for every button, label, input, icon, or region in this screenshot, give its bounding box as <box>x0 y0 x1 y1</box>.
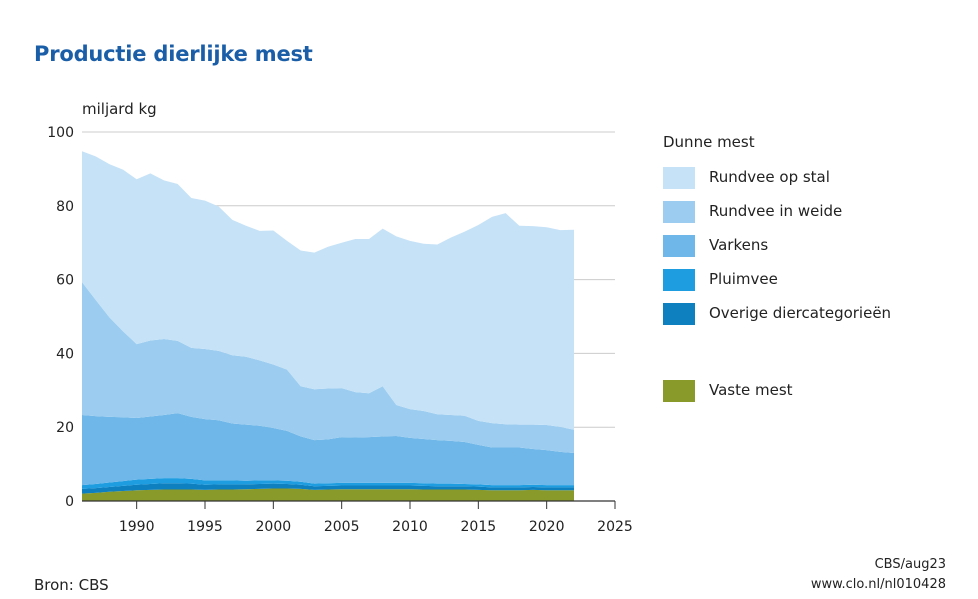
x-tick-label: 2015 <box>461 519 497 535</box>
credit-url: www.clo.nl/nl010428 <box>810 577 946 592</box>
legend-swatch <box>663 269 695 291</box>
x-tick-label: 2010 <box>392 519 428 535</box>
x-tick-label: 1995 <box>187 519 223 535</box>
area-pluimvee <box>82 478 574 489</box>
legend-group-title: Dunne mest <box>663 133 755 151</box>
legend-label: Rundvee op stal <box>709 168 830 186</box>
legend-label: Vaste mest <box>709 381 793 399</box>
legend-swatch <box>663 303 695 325</box>
legend-swatch <box>663 167 695 189</box>
y-tick-label: 60 <box>56 273 74 289</box>
x-tick-label: 2020 <box>529 519 565 535</box>
area-rundvee-op-stal <box>82 151 574 430</box>
legend-label: Rundvee in weide <box>709 202 843 220</box>
area-series <box>82 151 574 501</box>
legend-swatch <box>663 235 695 257</box>
credit-line: CBS/aug23 <box>874 557 946 572</box>
area-varkens <box>82 413 574 486</box>
legend-swatch <box>663 380 695 402</box>
x-tick-label: 2000 <box>256 519 292 535</box>
y-tick-label: 0 <box>65 494 74 510</box>
area-overige <box>82 483 574 494</box>
credit-block: CBS/aug23 www.clo.nl/nl010428 <box>811 555 946 595</box>
legend-label: Pluimvee <box>709 270 778 288</box>
legend-label: Varkens <box>709 236 769 254</box>
chart-title: Productie dierlijke mest <box>34 42 313 66</box>
x-tick-label: 2005 <box>324 519 360 535</box>
y-tick-label: 100 <box>47 125 74 141</box>
y-axis-label: miljard kg <box>82 100 157 118</box>
legend-swatch <box>663 201 695 223</box>
axes: 0 20 40 60 80 100 1990 1995 2000 2005 2010 2015 2020… <box>47 125 633 535</box>
y-tick-label: 80 <box>56 199 74 215</box>
x-tick-label: 1990 <box>119 519 155 535</box>
x-tick-label: 2025 <box>597 519 633 535</box>
area-vaste-mest <box>82 488 574 501</box>
area-rundvee-in-weide <box>82 282 574 454</box>
y-tick-label: 20 <box>56 420 74 436</box>
legend-label: Overige diercategorieën <box>709 304 892 322</box>
y-tick-label: 40 <box>56 346 74 362</box>
source-note: Bron: CBS <box>34 576 109 594</box>
